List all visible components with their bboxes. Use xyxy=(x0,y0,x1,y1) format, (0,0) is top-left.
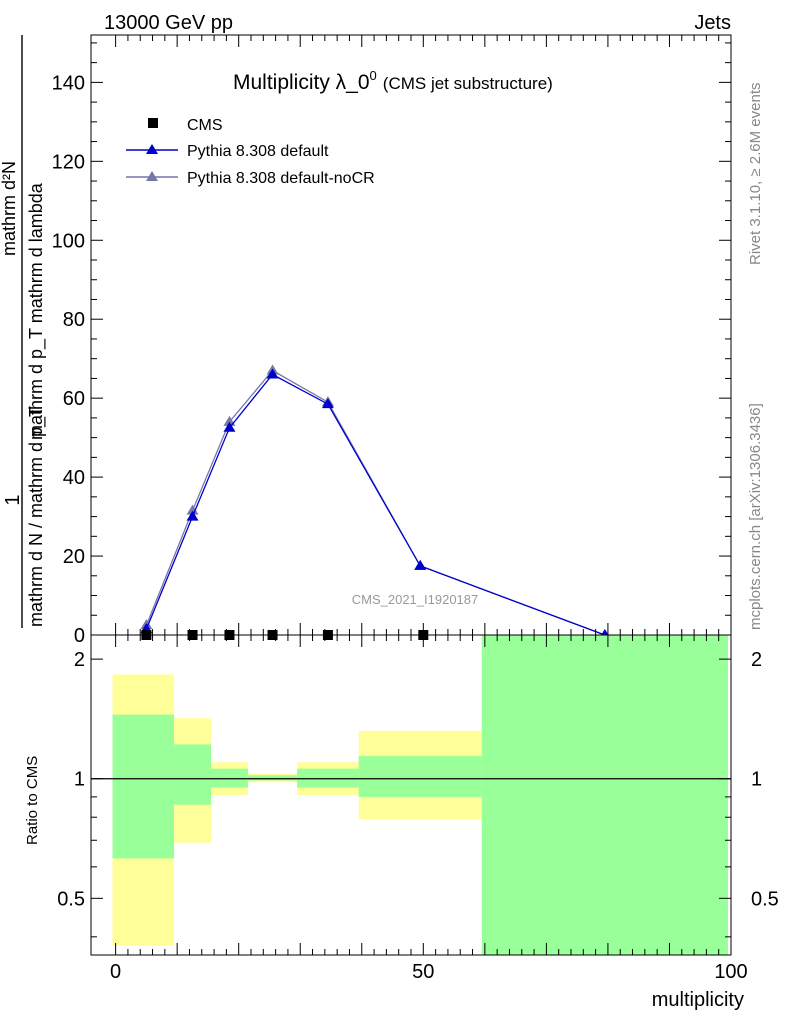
ratio-y-axis-label: Ratio to CMS xyxy=(24,756,41,845)
ratio-band-green xyxy=(481,635,728,955)
legend-label-nocr: Pythia 8.308 default-noCR xyxy=(187,170,375,187)
chart-title: Multiplicity λ_00 (CMS jet substructure) xyxy=(233,68,553,94)
x-axis-label: multiplicity xyxy=(652,989,744,1011)
y-label-denominator: mathrm d N / mathrm d p_T xyxy=(26,406,47,627)
legend-marker-default xyxy=(146,144,158,154)
y-label-inner-bottom: mathrm d p_T mathrm d lambda xyxy=(26,182,47,440)
ratio-band-green xyxy=(247,775,298,781)
main-y-tick-label: 0 xyxy=(74,625,85,647)
legend-label-default: Pythia 8.308 default xyxy=(187,143,329,160)
rivet-label: Rivet 3.1.10, ≥ 2.6M events xyxy=(747,83,764,266)
chart-title-suffix: (CMS jet substructure) xyxy=(383,74,553,93)
ratio-band-green xyxy=(174,744,211,805)
main-y-tick-label: 120 xyxy=(52,151,85,173)
ratio-y-tick-label-left: 0.5 xyxy=(57,888,85,910)
legend-marker-nocr xyxy=(146,171,158,181)
series-point xyxy=(414,559,427,570)
x-tick-label: 0 xyxy=(110,961,121,983)
main-y-tick-label: 60 xyxy=(63,388,85,410)
legend-marker-cms xyxy=(148,118,158,128)
analysis-watermark: CMS_2021_I1920187 xyxy=(352,592,479,607)
header-process-label: Jets xyxy=(694,12,731,34)
series-point xyxy=(186,504,199,515)
chart-title-superscript: 0 xyxy=(370,68,377,83)
ratio-bands-group xyxy=(91,635,731,955)
series-point xyxy=(186,510,199,521)
legend: CMS Pythia 8.308 default Pythia 8.308 de… xyxy=(126,117,375,187)
mcplots-label: mcplots.cern.ch [arXiv:1306.3436] xyxy=(747,403,764,630)
ratio-band-green xyxy=(358,756,482,797)
main-y-tick-label: 80 xyxy=(63,309,85,331)
ratio-axis-ticks: 0.5 0.5 1 1 2 2 0 50 100 xyxy=(57,635,779,983)
series-point xyxy=(223,421,236,432)
ratio-y-tick-label-right: 0.5 xyxy=(751,888,779,910)
y-label-numerator: 1 xyxy=(2,494,24,505)
x-tick-label: 50 xyxy=(412,961,434,983)
main-y-tick-label: 140 xyxy=(52,72,85,94)
main-axis-ticks: 0 20 40 60 80 100 120 140 xyxy=(52,35,732,647)
ratio-y-tick-label-right: 1 xyxy=(751,769,762,791)
main-y-tick-label: 40 xyxy=(63,467,85,489)
ratio-y-tick-label-right: 2 xyxy=(751,649,762,671)
main-y-tick-label: 100 xyxy=(52,230,85,252)
series-point xyxy=(266,368,279,379)
ratio-band-green xyxy=(297,768,359,788)
header-energy-label: 13000 GeV pp xyxy=(104,12,233,34)
ratio-y-tick-label-left: 1 xyxy=(74,769,85,791)
legend-label-cms: CMS xyxy=(187,117,223,134)
main-y-tick-label: 20 xyxy=(63,546,85,568)
ratio-band-green xyxy=(112,714,175,859)
ratio-y-tick-label-left: 2 xyxy=(74,649,85,671)
main-y-axis-label: 1 mathrm d N / mathrm d p_T mathrm d²N m… xyxy=(0,35,47,628)
x-tick-label: 100 xyxy=(714,961,747,983)
chart-title-main: Multiplicity λ_0 xyxy=(233,71,370,94)
ratio-band-green xyxy=(211,768,248,788)
series-point xyxy=(321,398,334,409)
y-label-inner-top: mathrm d²N xyxy=(0,161,19,256)
